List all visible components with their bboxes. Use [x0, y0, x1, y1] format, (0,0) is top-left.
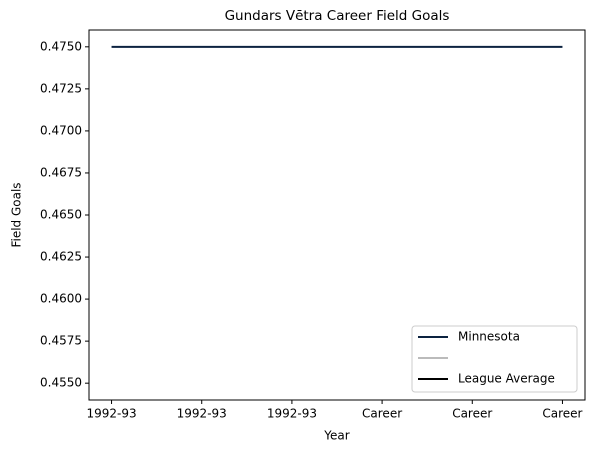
- y-axis-label: Field Goals: [10, 182, 24, 247]
- legend-label: League Average: [458, 372, 555, 386]
- x-tick-label: 1992-93: [267, 407, 317, 421]
- y-tick-label: 0.4675: [40, 165, 82, 179]
- y-tick-label: 0.4725: [40, 81, 82, 95]
- y-tick-label: 0.4750: [40, 39, 82, 53]
- y-tick-label: 0.4700: [40, 123, 82, 137]
- y-tick-label: 0.4575: [40, 334, 82, 348]
- x-tick-label: 1992-93: [86, 407, 136, 421]
- y-tick-label: 0.4550: [40, 376, 82, 390]
- x-tick-label: Career: [362, 407, 402, 421]
- legend-box: [411, 325, 578, 393]
- chart-title: Gundars Vētra Career Field Goals: [225, 8, 450, 24]
- legend-label: Minnesota: [458, 330, 520, 344]
- x-tick-label: 1992-93: [177, 407, 227, 421]
- y-tick-label: 0.4650: [40, 208, 82, 222]
- y-tick-label: 0.4600: [40, 292, 82, 306]
- x-tick-label: Career: [542, 407, 582, 421]
- x-axis-label: Year: [323, 429, 349, 443]
- y-tick-label: 0.4625: [40, 250, 82, 264]
- x-tick-label: Career: [452, 407, 492, 421]
